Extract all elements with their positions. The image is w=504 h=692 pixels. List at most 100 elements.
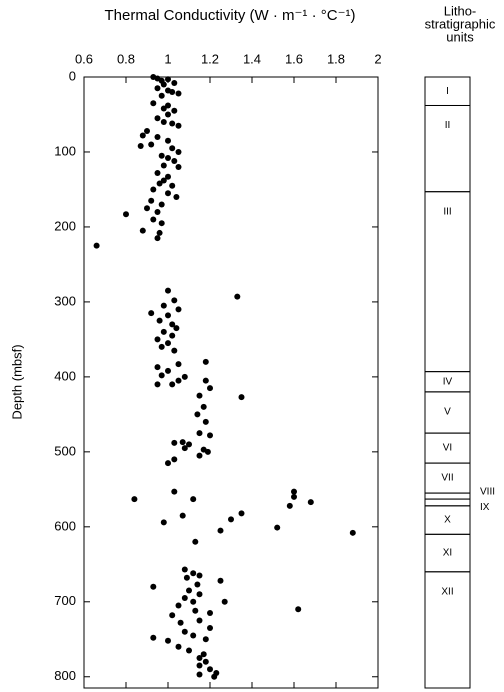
- y-tick-label: 100: [54, 143, 76, 158]
- data-point: [169, 120, 176, 127]
- data-point: [202, 658, 209, 665]
- data-point: [175, 643, 182, 650]
- data-point: [207, 625, 213, 632]
- data-point: [196, 430, 203, 437]
- data-point: [175, 306, 182, 313]
- y-tick-label: 0: [69, 68, 76, 83]
- data-point: [169, 145, 176, 152]
- data-point: [154, 336, 161, 343]
- data-point: [190, 496, 197, 503]
- data-point: [123, 211, 129, 218]
- data-point: [194, 581, 201, 588]
- data-point: [158, 372, 165, 379]
- data-point: [286, 502, 293, 509]
- data-point: [171, 347, 178, 354]
- data-point: [165, 76, 171, 83]
- data-point: [165, 637, 171, 644]
- data-point: [175, 377, 182, 384]
- data-point: [228, 516, 234, 523]
- data-point: [175, 361, 182, 368]
- data-point: [202, 358, 209, 365]
- y-tick-label: 400: [54, 368, 76, 383]
- data-point: [173, 193, 180, 200]
- data-point: [131, 496, 138, 503]
- data-point: [150, 100, 157, 107]
- data-point: [175, 602, 182, 609]
- data-point: [165, 190, 171, 197]
- data-point: [154, 208, 161, 215]
- data-point: [192, 607, 199, 614]
- plot-frame: [83, 76, 379, 689]
- data-point: [207, 610, 213, 617]
- data-point: [217, 527, 224, 534]
- data-point: [148, 141, 155, 148]
- data-point: [93, 242, 100, 249]
- data-point: [196, 572, 203, 579]
- y-tick-label: 800: [54, 668, 76, 683]
- data-point: [190, 598, 197, 605]
- data-point: [238, 394, 245, 401]
- data-point: [200, 403, 207, 410]
- data-point: [196, 617, 203, 624]
- x-tick-label: 2: [374, 51, 381, 66]
- data-point: [291, 493, 297, 500]
- data-point: [171, 456, 178, 463]
- data-point: [158, 201, 165, 208]
- data-point: [196, 392, 203, 399]
- data-point: [186, 441, 192, 448]
- data-point: [181, 566, 188, 573]
- unit-label: VI: [443, 443, 452, 454]
- x-tick-label: 1.6: [285, 51, 303, 66]
- data-point: [160, 81, 167, 88]
- data-point: [150, 216, 157, 223]
- unit-label: XI: [443, 548, 452, 559]
- lithologic-unit: [424, 498, 471, 507]
- data-point: [150, 186, 157, 193]
- unit-label: VII: [441, 473, 453, 484]
- x-tick-label: 1.4: [243, 51, 261, 66]
- data-point: [158, 343, 165, 350]
- unit-label: VIII: [480, 487, 495, 498]
- data-point: [154, 364, 161, 371]
- data-point: [211, 673, 218, 680]
- y-tick-label: 600: [54, 518, 76, 533]
- data-point: [295, 606, 302, 613]
- data-point: [171, 439, 178, 446]
- data-point: [154, 235, 161, 242]
- data-point: [154, 115, 161, 122]
- data-point: [181, 595, 188, 602]
- data-point: [169, 612, 176, 619]
- data-point: [274, 524, 281, 531]
- lithologic-unit: [424, 104, 471, 193]
- data-point: [196, 662, 203, 669]
- data-point: [160, 105, 167, 112]
- data-point: [175, 148, 182, 155]
- data-point: [238, 510, 245, 517]
- data-point: [196, 591, 203, 598]
- data-point: [154, 85, 161, 92]
- unit-label: II: [445, 120, 451, 131]
- data-point: [207, 666, 213, 673]
- data-point: [217, 577, 224, 584]
- x-tick-label: 0.8: [117, 51, 135, 66]
- data-point: [171, 157, 178, 164]
- data-point: [171, 297, 178, 304]
- data-point: [165, 111, 171, 118]
- data-point: [190, 632, 197, 639]
- data-point: [139, 227, 146, 234]
- y-axis-label: Depth (mbsf): [9, 344, 24, 419]
- lithologic-unit: [424, 571, 471, 689]
- data-point: [160, 177, 167, 184]
- data-point: [202, 418, 209, 425]
- x-tick-label: 1.2: [201, 51, 219, 66]
- data-point: [171, 488, 178, 495]
- data-point: [307, 499, 314, 506]
- units-title: units: [446, 29, 474, 44]
- data-point: [150, 634, 157, 641]
- data-point: [221, 598, 228, 605]
- chart-title: Thermal Conductivity (W · m⁻¹ · °C⁻¹): [104, 7, 355, 24]
- unit-label: X: [444, 515, 451, 526]
- x-tick-label: 0.6: [75, 51, 93, 66]
- data-point: [207, 385, 213, 392]
